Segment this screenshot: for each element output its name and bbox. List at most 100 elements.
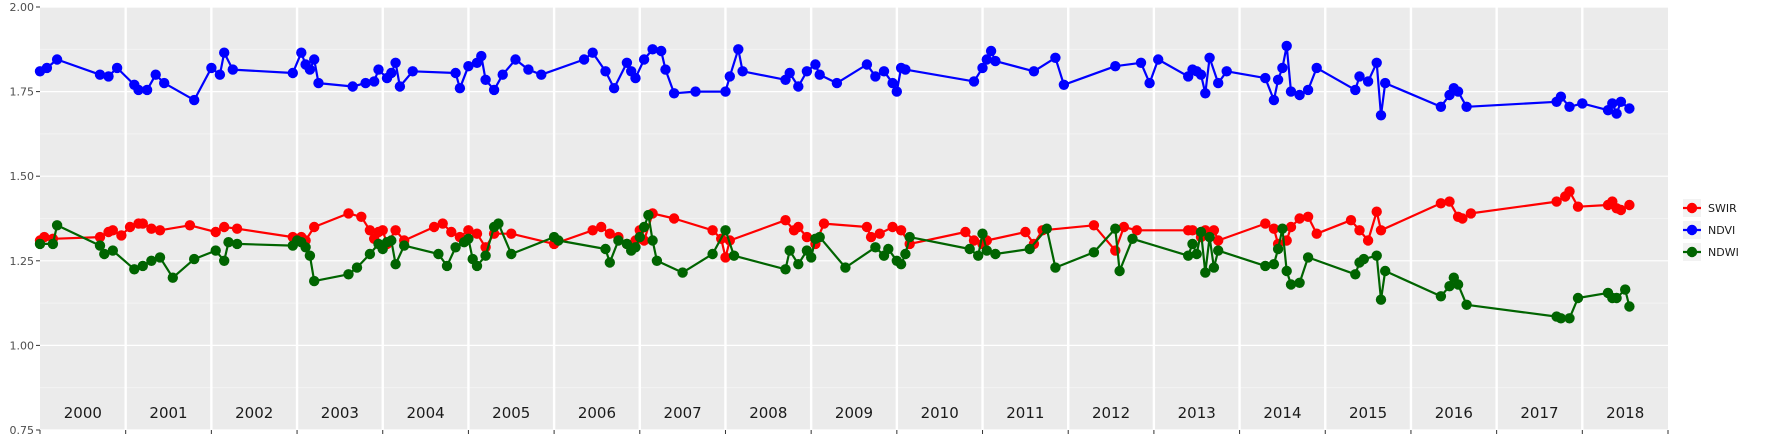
data-point-ndvi — [206, 62, 217, 74]
legend-key-marker — [1686, 224, 1698, 236]
data-point-swir — [1020, 226, 1031, 238]
data-point-swir — [1088, 220, 1100, 231]
data-point-ndvi — [887, 77, 898, 89]
data-point-ndwi — [1183, 250, 1194, 261]
data-point-ndwi — [300, 242, 311, 253]
data-point-ndvi — [1200, 88, 1211, 99]
data-point-swir — [1572, 201, 1584, 212]
data-point-ndwi — [883, 243, 894, 255]
data-point-ndwi — [493, 218, 504, 229]
data-point-ndwi — [1088, 247, 1100, 258]
data-point-ndwi — [34, 238, 46, 250]
data-point-ndvi — [690, 86, 701, 97]
data-point-ndvi — [981, 54, 992, 65]
data-point-ndvi — [1195, 69, 1207, 80]
data-point-ndwi — [780, 264, 791, 275]
data-point-ndwi — [1350, 269, 1361, 280]
data-point-ndvi — [390, 57, 401, 68]
data-point-ndvi — [1452, 86, 1464, 97]
data-point-ndvi — [394, 81, 406, 92]
data-point-ndvi — [497, 69, 508, 80]
data-point-swir — [1285, 221, 1297, 233]
data-point-swir — [377, 225, 388, 236]
data-point-ndvi — [523, 64, 534, 75]
y-tick-label: 1.75 — [10, 86, 35, 99]
data-point-ndwi — [47, 238, 59, 250]
data-point-ndwi — [223, 237, 234, 248]
data-point-ndwi — [1620, 284, 1631, 295]
data-point-ndvi — [784, 67, 795, 79]
data-point-ndwi — [981, 245, 992, 256]
data-point-ndvi — [1144, 77, 1155, 89]
data-point-ndvi — [990, 55, 1001, 67]
data-point-ndwi — [137, 260, 148, 272]
data-point-swir — [309, 221, 320, 233]
data-point-ndwi — [1375, 294, 1387, 305]
data-point-swir — [720, 252, 731, 263]
data-point-ndvi — [1380, 77, 1391, 89]
data-point-ndwi — [506, 248, 517, 260]
data-point-ndwi — [1277, 223, 1288, 234]
data-point-ndwi — [1050, 262, 1061, 273]
data-point-ndvi — [1435, 101, 1447, 113]
data-point-ndwi — [1191, 248, 1202, 260]
data-point-ndvi — [1371, 57, 1382, 68]
data-point-swir — [1187, 225, 1198, 236]
data-point-swir — [356, 211, 367, 222]
data-point-ndwi — [814, 231, 825, 243]
data-point-ndwi — [1024, 243, 1035, 255]
data-point-swir — [1302, 211, 1314, 222]
data-point-swir — [596, 221, 607, 233]
data-point-ndwi — [1452, 279, 1464, 290]
data-point-ndwi — [1127, 233, 1138, 244]
data-point-swir — [463, 225, 474, 236]
data-point-ndwi — [677, 267, 688, 278]
data-point-ndvi — [621, 57, 633, 68]
data-point-ndwi — [977, 228, 988, 239]
data-point-ndvi — [647, 44, 658, 55]
data-point-swir — [146, 223, 157, 234]
data-point-ndvi — [638, 54, 650, 65]
data-point-ndvi — [304, 64, 316, 75]
data-point-ndvi — [1555, 91, 1567, 102]
data-point-ndwi — [1611, 292, 1622, 304]
data-point-ndvi — [309, 54, 320, 65]
data-point-ndwi — [309, 275, 320, 287]
data-point-ndvi — [1285, 86, 1297, 97]
data-point-swir — [874, 228, 885, 239]
data-point-ndvi — [1350, 84, 1361, 96]
data-point-ndwi — [904, 231, 915, 243]
data-point-swir — [219, 221, 230, 233]
data-point-ndvi — [861, 59, 873, 70]
data-point-ndvi — [536, 69, 547, 80]
data-point-swir — [793, 221, 804, 233]
data-point-ndvi — [347, 81, 358, 92]
data-point-swir — [390, 225, 401, 236]
data-point-ndwi — [210, 245, 221, 256]
data-point-ndwi — [1435, 291, 1447, 302]
data-point-ndvi — [1362, 76, 1374, 87]
data-point-ndwi — [1204, 231, 1215, 243]
data-point-swir — [587, 225, 598, 236]
data-point-swir — [428, 221, 440, 233]
data-point-ndwi — [964, 243, 975, 255]
data-point-ndvi — [831, 77, 843, 89]
year-label: 2000 — [64, 404, 102, 422]
data-point-ndvi — [189, 94, 200, 106]
data-point-ndvi — [159, 77, 170, 89]
data-point-ndvi — [1153, 54, 1164, 65]
data-point-swir — [968, 235, 980, 246]
data-point-ndwi — [553, 235, 564, 246]
data-point-ndvi — [587, 47, 598, 58]
data-point-ndwi — [1041, 223, 1053, 234]
data-point-ndvi — [1281, 40, 1292, 52]
data-point-ndvi — [578, 54, 590, 65]
data-point-ndwi — [600, 243, 611, 255]
year-label: 2005 — [492, 404, 530, 422]
data-point-ndvi — [407, 66, 418, 77]
year-label: 2010 — [921, 404, 959, 422]
plot-area: 0.75 1.00 1.25 1.50 1.75 2.00 2000 2001 2002 2003… — [10, 1, 1669, 437]
data-point-ndwi — [471, 260, 483, 272]
data-point-swir — [506, 228, 517, 239]
